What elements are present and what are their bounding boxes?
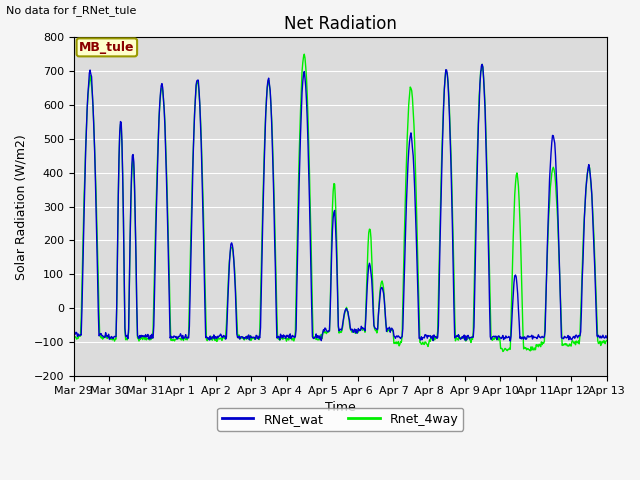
Rnet_4way (134, 336, 142, 342)
Line: RNet_wat: RNet_wat (74, 64, 607, 341)
RNet_wat (405, 148, 413, 154)
Rnet_4way (499, 348, 507, 354)
Text: No data for f_RNet_tule: No data for f_RNet_tule (6, 5, 137, 16)
RNet_wat (420, 335, 428, 341)
Rnet_4way (217, 336, 225, 341)
Rnet_4way (70, 335, 77, 340)
Rnet_4way (189, 172, 196, 178)
RNet_wat (134, 335, 142, 340)
Rnet_4way (300, 51, 308, 57)
RNet_wat (506, 338, 514, 344)
Line: Rnet_4way: Rnet_4way (74, 54, 607, 351)
X-axis label: Time: Time (325, 401, 356, 414)
Rnet_4way (421, 339, 429, 345)
Rnet_4way (603, 337, 611, 343)
RNet_wat (79, 240, 87, 246)
RNet_wat (603, 335, 611, 341)
RNet_wat (217, 331, 225, 337)
Title: Net Radiation: Net Radiation (284, 15, 397, 33)
Legend: RNet_wat, Rnet_4way: RNet_wat, Rnet_4way (217, 408, 463, 431)
RNet_wat (189, 188, 196, 193)
Rnet_4way (406, 93, 413, 98)
Rnet_4way (79, 224, 87, 229)
Y-axis label: Solar Radiation (W/m2): Solar Radiation (W/m2) (15, 134, 28, 279)
Text: MB_tule: MB_tule (79, 41, 134, 54)
RNet_wat (478, 61, 486, 67)
RNet_wat (70, 330, 77, 336)
